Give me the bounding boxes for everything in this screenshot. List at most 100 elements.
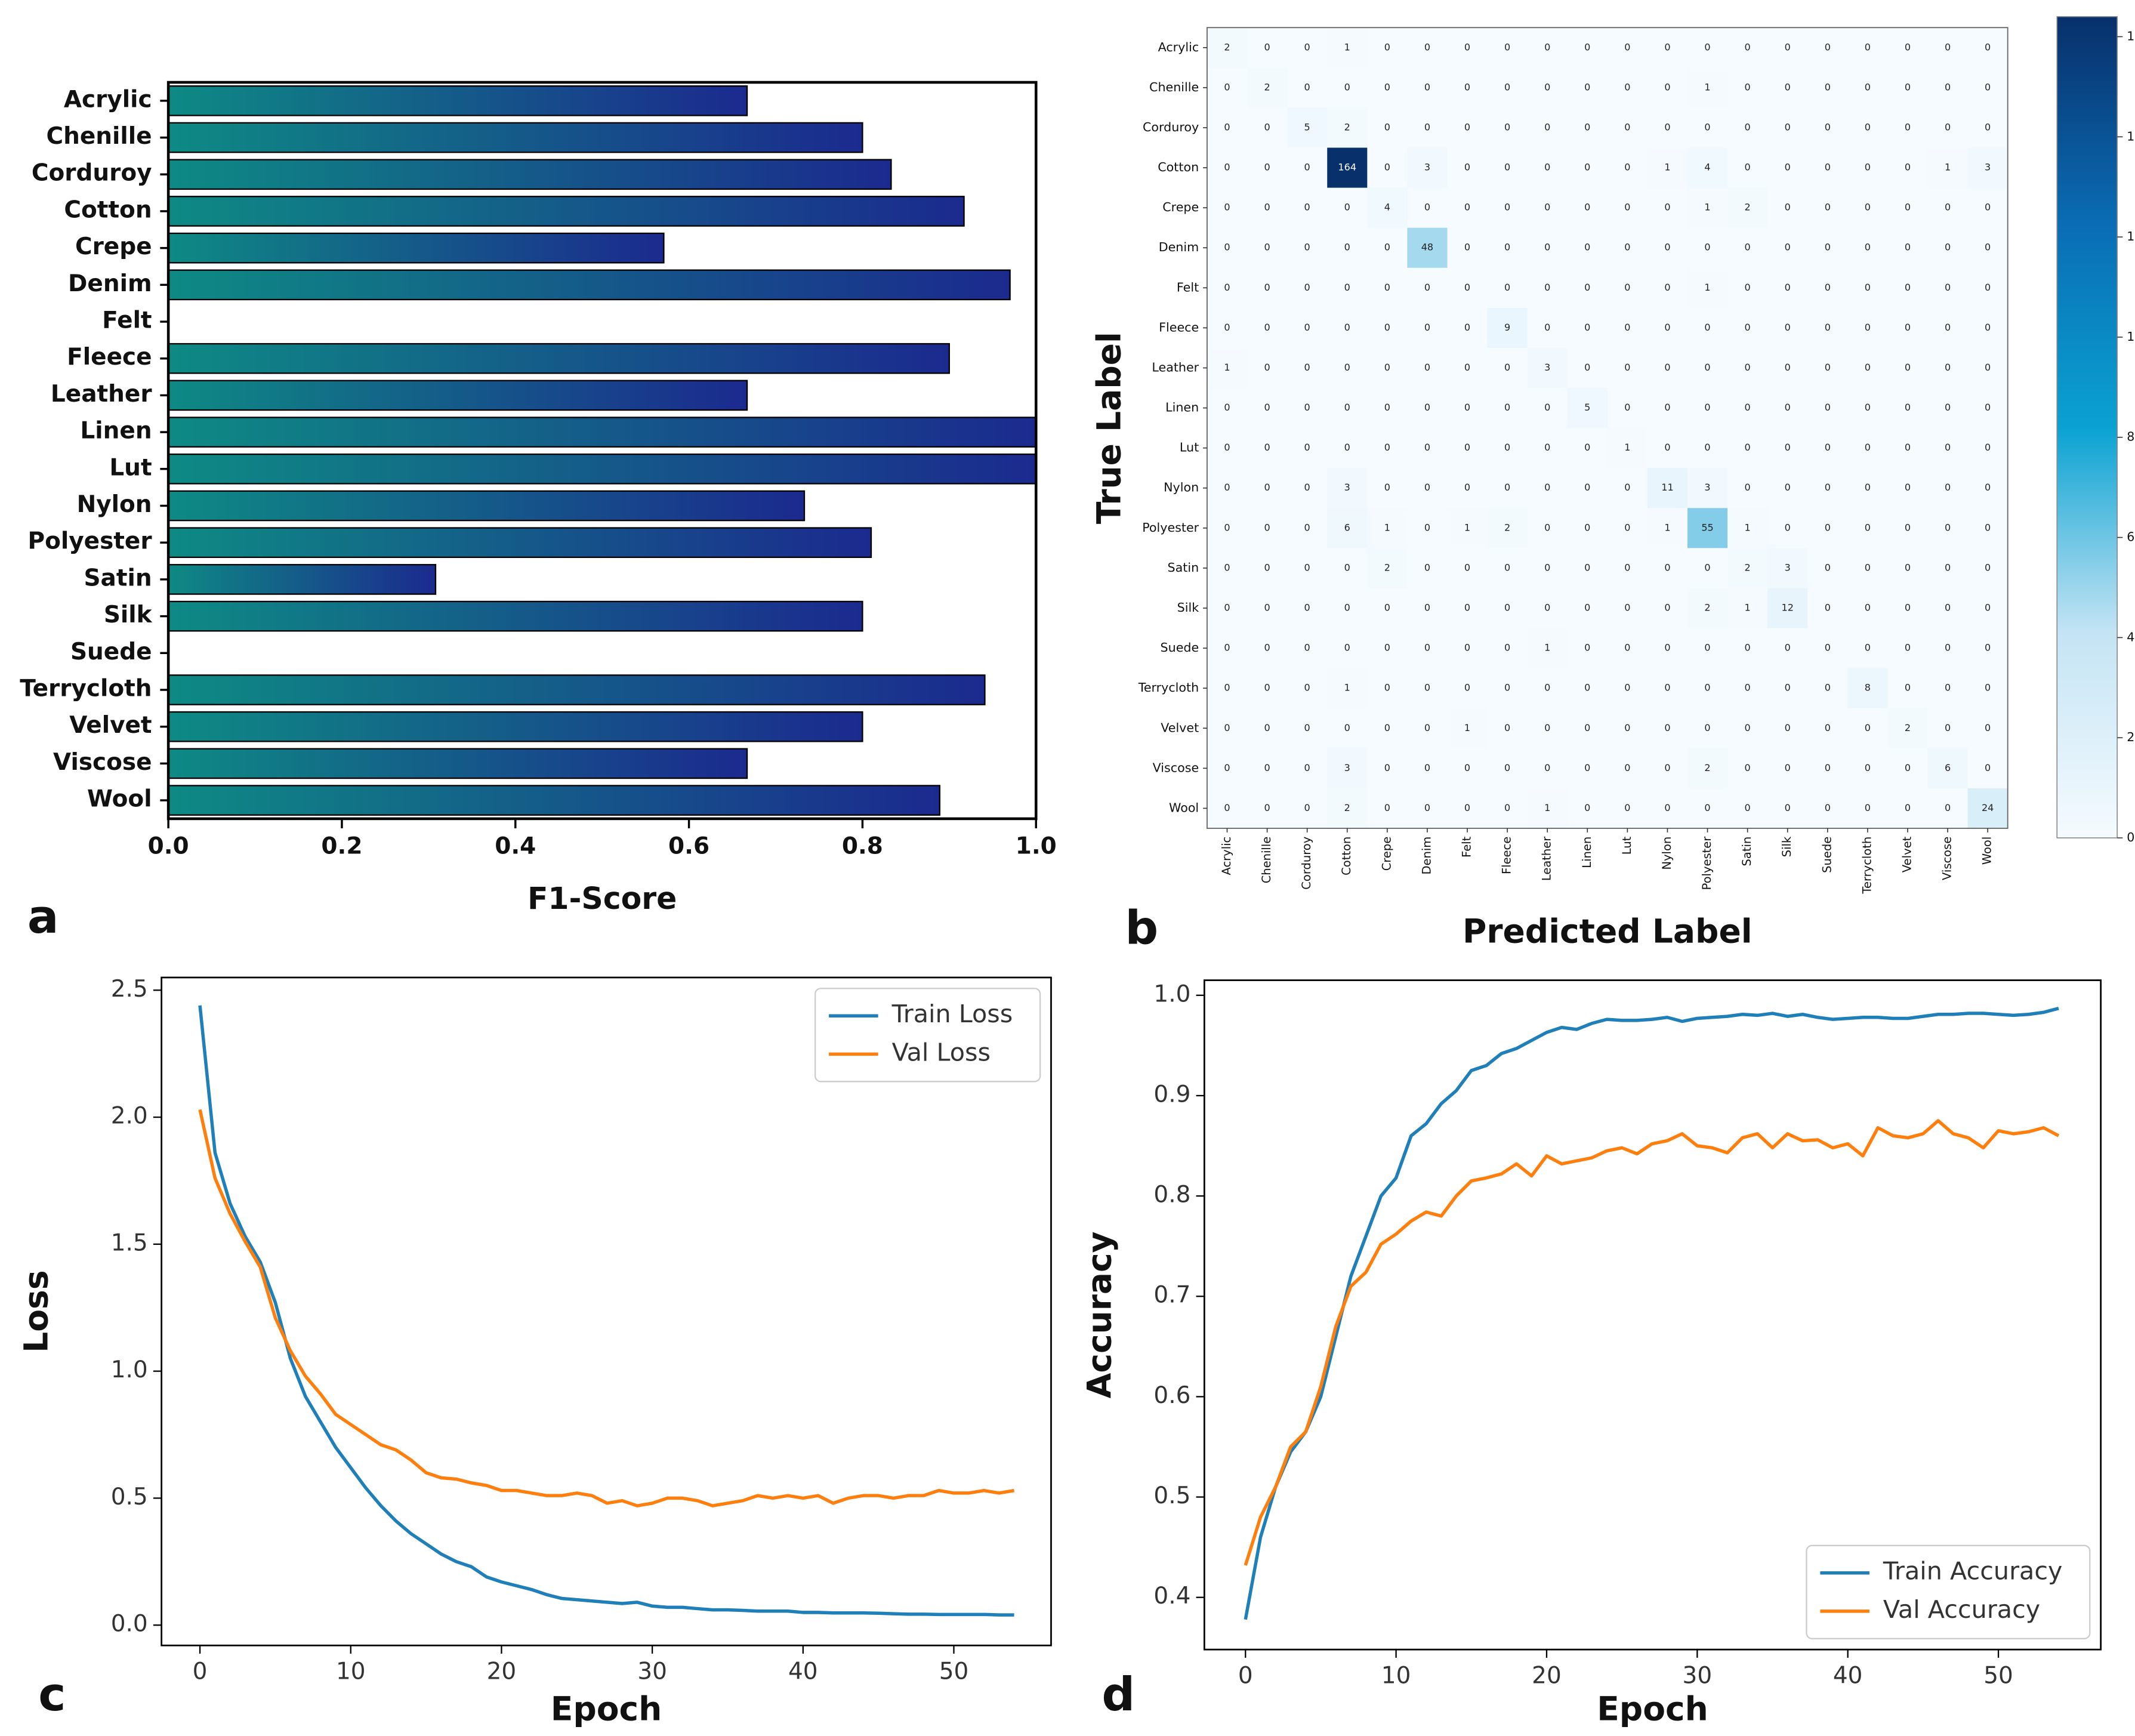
cell-label: 0 [1624, 41, 1630, 53]
cell-label: 0 [1224, 562, 1230, 573]
cell-label: 0 [1344, 282, 1350, 293]
cell-label: 0 [1424, 802, 1430, 813]
cell [1847, 347, 1889, 388]
cell [1607, 187, 1648, 229]
cell [1887, 147, 1929, 189]
bar [167, 380, 748, 411]
cell-label: 0 [1624, 562, 1630, 573]
cell [1327, 508, 1368, 549]
cell-label: 0 [1384, 482, 1390, 493]
cell [1927, 227, 1969, 269]
x-tick-label: Velvet [1900, 836, 1914, 872]
colorbar-tick-label: 140 [2127, 129, 2135, 143]
cell [1487, 27, 1528, 69]
cell-label: 0 [1785, 482, 1791, 493]
cell [1247, 267, 1288, 309]
cell [1767, 748, 1808, 789]
colorbar-tick-label: 160 [2127, 29, 2135, 43]
y-tick-label: Viscose [53, 749, 152, 776]
cell-label: 0 [1905, 602, 1911, 613]
cell-label: 0 [1745, 362, 1751, 373]
cell-label: 0 [1304, 282, 1310, 293]
cell-label: 0 [1905, 121, 1911, 132]
cell [1567, 708, 1608, 749]
cell-label: 1 [1745, 602, 1751, 613]
cell [1687, 227, 1728, 269]
cell-label: 0 [1785, 402, 1791, 413]
cell [1607, 307, 1648, 349]
x-tick-label: Wool [1980, 837, 1994, 865]
cell-label: 0 [1664, 402, 1670, 413]
cell-label: 0 [1504, 121, 1510, 132]
cell [1967, 347, 2008, 388]
cell-label: 0 [1464, 121, 1470, 132]
cell [1607, 748, 1648, 789]
cell [1567, 388, 1608, 428]
cell [1247, 708, 1288, 749]
cell [1207, 107, 1248, 149]
cell-label: 0 [1825, 81, 1831, 92]
y-tick-label: Terrycloth [20, 675, 152, 702]
cell [1847, 788, 1889, 829]
cell-label: 0 [1464, 81, 1470, 92]
cell-label: 0 [1624, 322, 1630, 333]
cell-label: 0 [1384, 762, 1390, 773]
cell [1807, 588, 1849, 629]
cell [1927, 508, 1969, 549]
cell-label: 0 [1985, 722, 1991, 733]
cell [1407, 548, 1448, 589]
cell [1447, 708, 1488, 749]
cell-label: 2 [1745, 202, 1751, 213]
cell [1487, 267, 1528, 309]
y-tick-label: Chenille [1149, 80, 1199, 94]
cell [1607, 708, 1648, 749]
cell-label: 0 [1945, 402, 1951, 413]
cell [1967, 187, 2008, 229]
cell-label: 0 [1624, 202, 1630, 213]
cell [1287, 668, 1328, 709]
cell-label: 0 [1584, 802, 1590, 813]
cell [1407, 107, 1448, 149]
cell [1567, 347, 1608, 388]
cell [1287, 107, 1328, 149]
cell-label: 0 [1504, 242, 1510, 253]
cell [1327, 187, 1368, 229]
y-tick-label: 2.0 [111, 1103, 148, 1130]
cell-label: 0 [1224, 802, 1230, 813]
cell [1647, 748, 1688, 789]
cell [1767, 147, 1808, 189]
cell [1647, 628, 1688, 669]
cell [1327, 428, 1368, 468]
cell [1607, 347, 1648, 388]
cell-label: 2 [1704, 762, 1710, 773]
cell-label: 0 [1865, 482, 1871, 493]
cell [1847, 628, 1889, 669]
cell-label: 1 [1344, 682, 1350, 693]
series-line [198, 1109, 1015, 1507]
cell-label: 0 [1905, 802, 1911, 813]
cell [1927, 388, 1969, 428]
cell-label: 0 [1624, 402, 1630, 413]
bar [167, 417, 1037, 448]
cell-label: 0 [1504, 762, 1510, 773]
cell-label: 0 [1264, 802, 1270, 813]
cell-label: 0 [1224, 202, 1230, 213]
cell [1407, 788, 1448, 829]
cell-label: 0 [1785, 642, 1791, 653]
cell [1967, 307, 2008, 349]
cell [1367, 428, 1408, 468]
cell [1447, 668, 1488, 709]
cell-label: 0 [1745, 81, 1751, 92]
cell [1207, 227, 1248, 269]
cell-label: 0 [1745, 322, 1751, 333]
cell [1487, 388, 1528, 428]
x-tick-label: 10 [1381, 1663, 1411, 1689]
cell-label: 0 [1584, 682, 1590, 693]
cell [1287, 428, 1328, 468]
cell-label: 0 [1304, 762, 1310, 773]
colorbar-tick-label: 0 [2127, 830, 2134, 844]
cell-label: 0 [1424, 202, 1430, 213]
cell [1487, 668, 1528, 709]
cell [1407, 428, 1448, 468]
cell-label: 0 [1584, 41, 1590, 53]
